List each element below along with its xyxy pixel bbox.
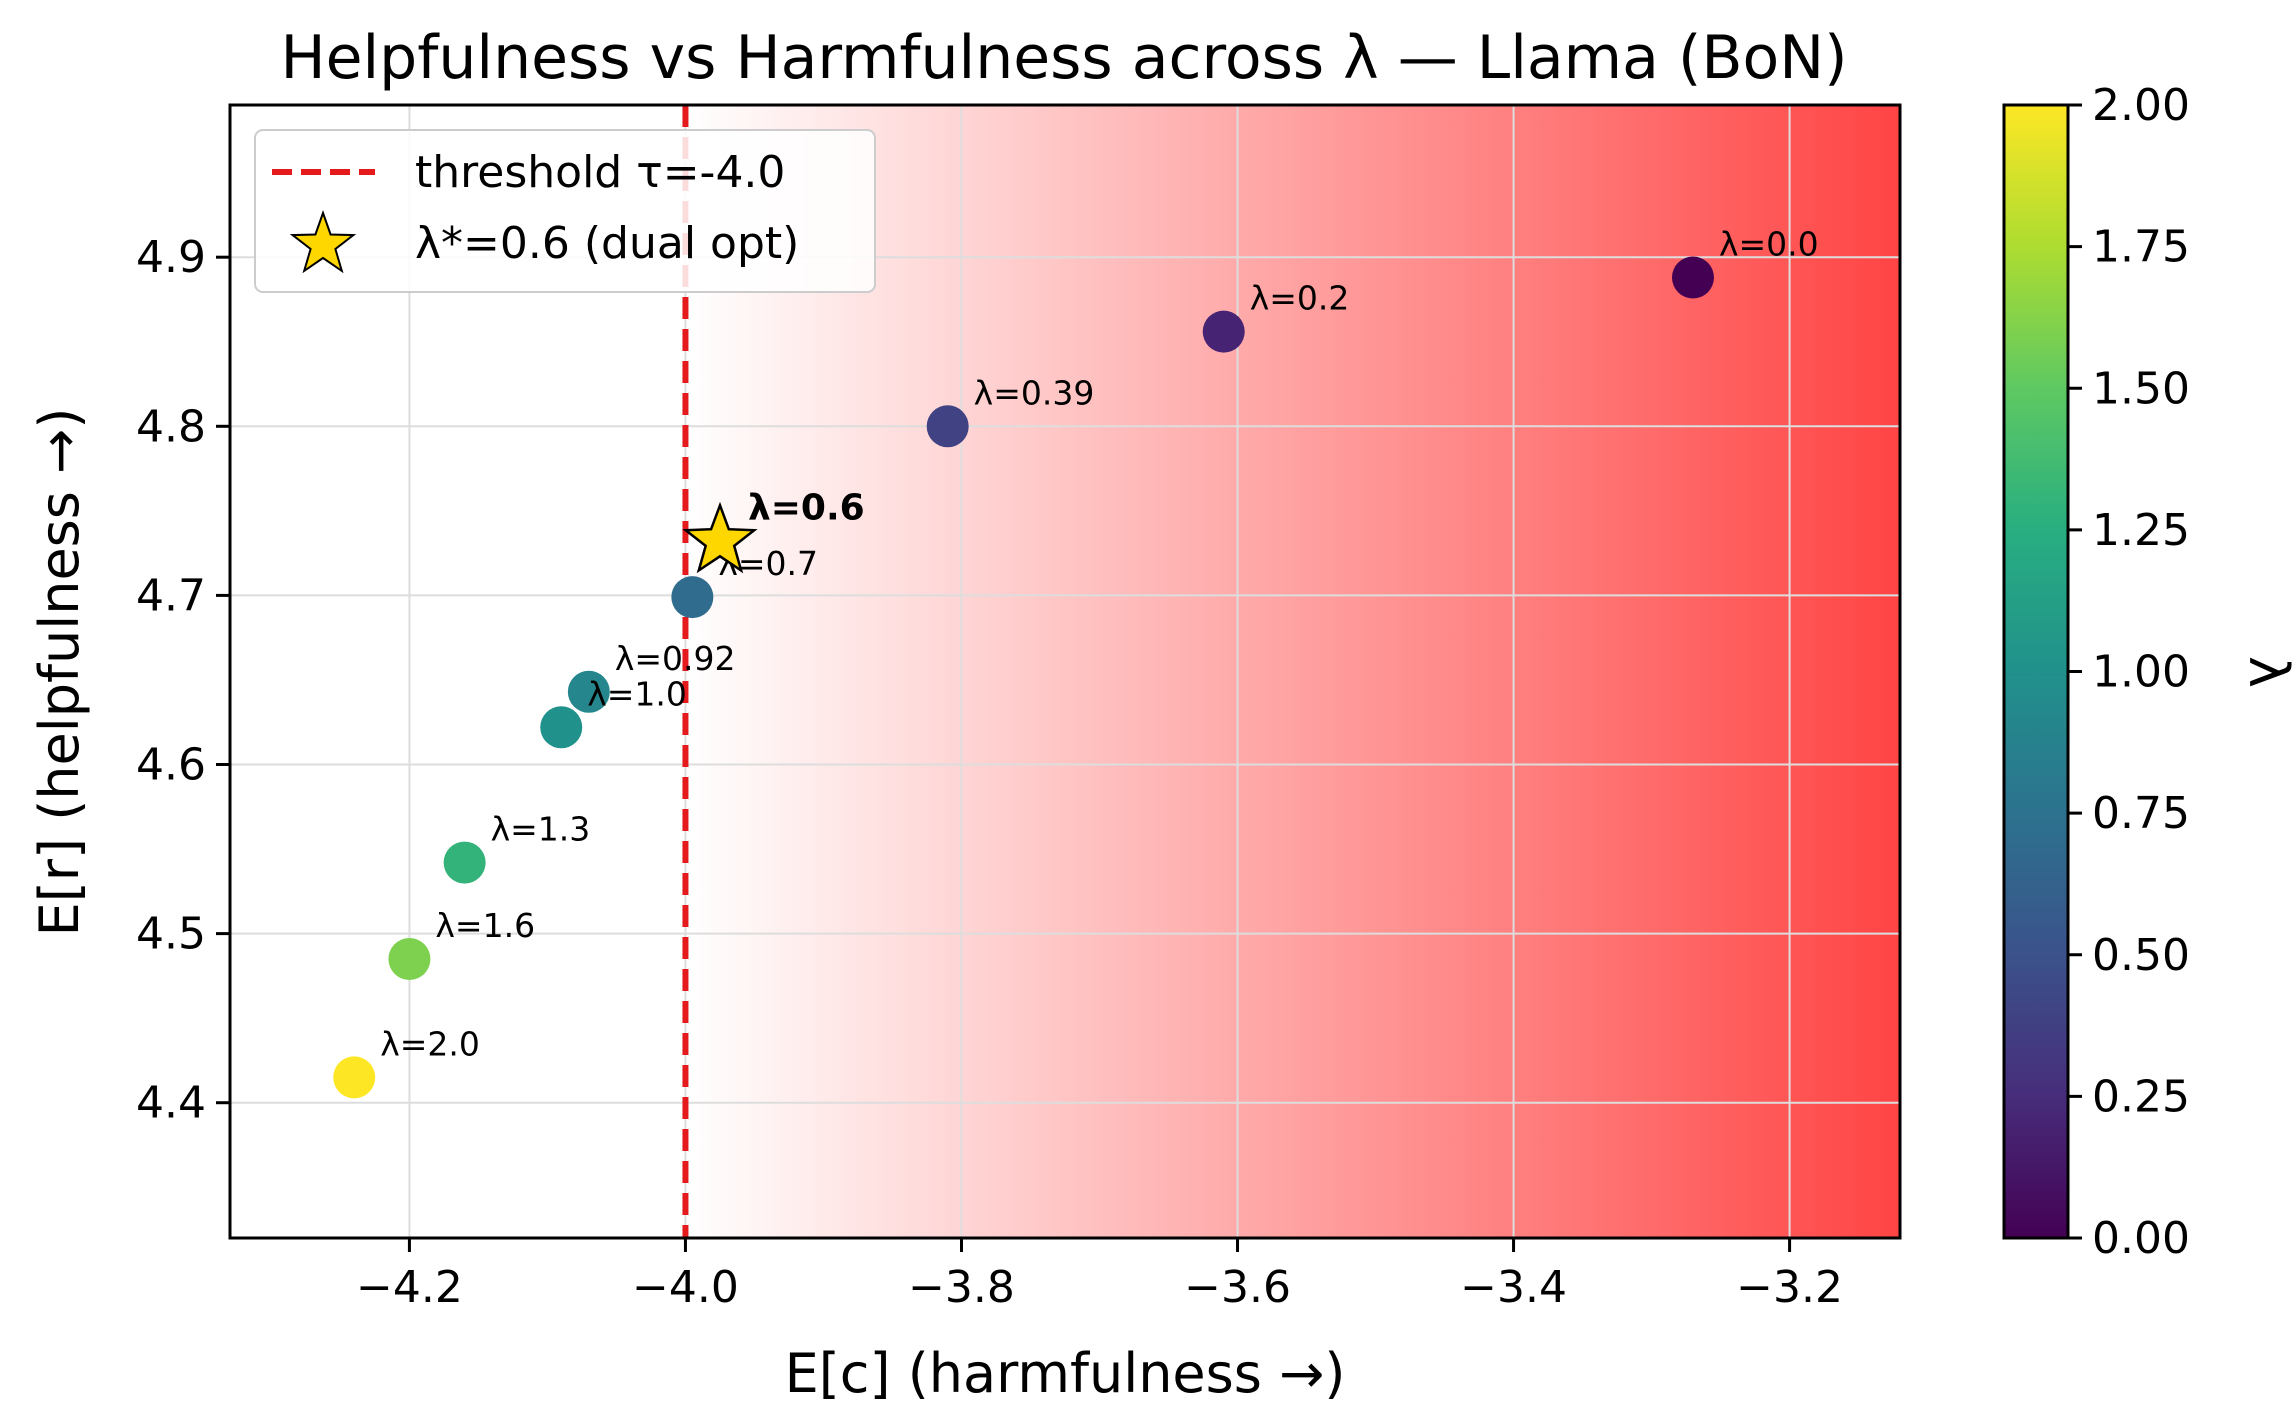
- colorbar: 0.00 0.25 0.50 0.75 1.00 1.25 1.50 1.75 2.00 λ: [2002, 80, 2293, 1264]
- point-label: λ=0.2: [1250, 279, 1350, 318]
- y-axis-title: E[r] (helpfulness →): [28, 408, 91, 937]
- data-point: [333, 1056, 376, 1099]
- colorbar-tick-label: 1.00: [2092, 647, 2190, 698]
- grid-lines: [230, 105, 1900, 1238]
- x-tick-label: −3.4: [1460, 1262, 1567, 1313]
- data-point: [540, 706, 583, 749]
- x-axis-title: E[c] (harmfulness →): [785, 1342, 1346, 1405]
- colorbar-gradient: [2002, 103, 2070, 1240]
- y-tick-label: 4.6: [136, 740, 206, 791]
- data-point: [1671, 256, 1714, 299]
- x-axis: −4.2 −4.0 −3.8 −3.6 −3.4 −3.2: [356, 1238, 1843, 1313]
- point-label: λ=0.39: [974, 373, 1095, 412]
- data-point: [567, 670, 610, 713]
- point-labels: λ=0.0λ=0.2λ=0.39λ=0.7λ=0.92λ=1.0λ=1.3λ=1…: [380, 224, 1818, 1063]
- y-tick-label: 4.9: [136, 232, 206, 283]
- data-point: [671, 576, 714, 619]
- optimum-star-icon: [682, 501, 758, 574]
- data-points: [333, 256, 1714, 1099]
- x-tick-label: −4.0: [632, 1262, 739, 1313]
- legend: threshold τ=-4.0 λ*=0.6 (dual opt): [254, 129, 876, 293]
- legend-box: [254, 129, 876, 293]
- optimum-marker: λ=0.6: [682, 487, 865, 574]
- legend-threshold-label: threshold τ=-4.0: [415, 147, 785, 198]
- data-point: [926, 405, 969, 448]
- colorbar-label: λ: [2237, 656, 2293, 688]
- x-tick-label: −3.8: [908, 1262, 1015, 1313]
- colorbar-ticks: 0.00 0.25 0.50 0.75 1.00 1.25 1.50 1.75 2.00: [2068, 80, 2190, 1264]
- plot-area: λ=0.0λ=0.2λ=0.39λ=0.7λ=0.92λ=1.0λ=1.3λ=1…: [228, 103, 1902, 1240]
- point-label: λ=2.0: [380, 1024, 480, 1063]
- data-point: [1202, 310, 1245, 353]
- data-point: [443, 841, 486, 884]
- colorbar-tick-label: 0.25: [2092, 1071, 2190, 1122]
- legend-star-icon: [289, 209, 357, 274]
- point-label: λ=1.0: [587, 674, 687, 713]
- y-tick-label: 4.4: [136, 1078, 206, 1129]
- point-label: λ=0.0: [1719, 224, 1819, 263]
- x-tick-label: −3.2: [1736, 1262, 1843, 1313]
- chart-title: Helpfulness vs Harmfulness across λ — Ll…: [280, 23, 1847, 93]
- y-tick-label: 4.7: [136, 570, 206, 621]
- plot-frame: [228, 103, 1902, 1240]
- legend-optimum-label: λ*=0.6 (dual opt): [415, 218, 799, 269]
- colorbar-tick-label: 1.25: [2092, 505, 2190, 556]
- colorbar-tick-label: 0.75: [2092, 788, 2190, 839]
- y-tick-label: 4.8: [136, 401, 206, 452]
- point-label: λ=0.92: [615, 639, 736, 678]
- x-tick-label: −3.6: [1184, 1262, 1291, 1313]
- point-label: λ=1.3: [491, 810, 591, 849]
- optimum-annotation: λ=0.6: [748, 487, 865, 528]
- y-axis: 4.4 4.5 4.6 4.7 4.8 4.9: [136, 232, 230, 1129]
- point-label: λ=1.6: [435, 906, 535, 945]
- colorbar-tick-label: 0.50: [2092, 930, 2190, 981]
- colorbar-tick-label: 2.00: [2092, 80, 2190, 131]
- data-point: [388, 937, 431, 980]
- y-tick-label: 4.5: [136, 909, 206, 960]
- x-tick-label: −4.2: [356, 1262, 463, 1313]
- colorbar-tick-label: 1.75: [2092, 222, 2190, 273]
- colorbar-tick-label: 1.50: [2092, 363, 2190, 414]
- colorbar-tick-label: 0.00: [2092, 1213, 2190, 1264]
